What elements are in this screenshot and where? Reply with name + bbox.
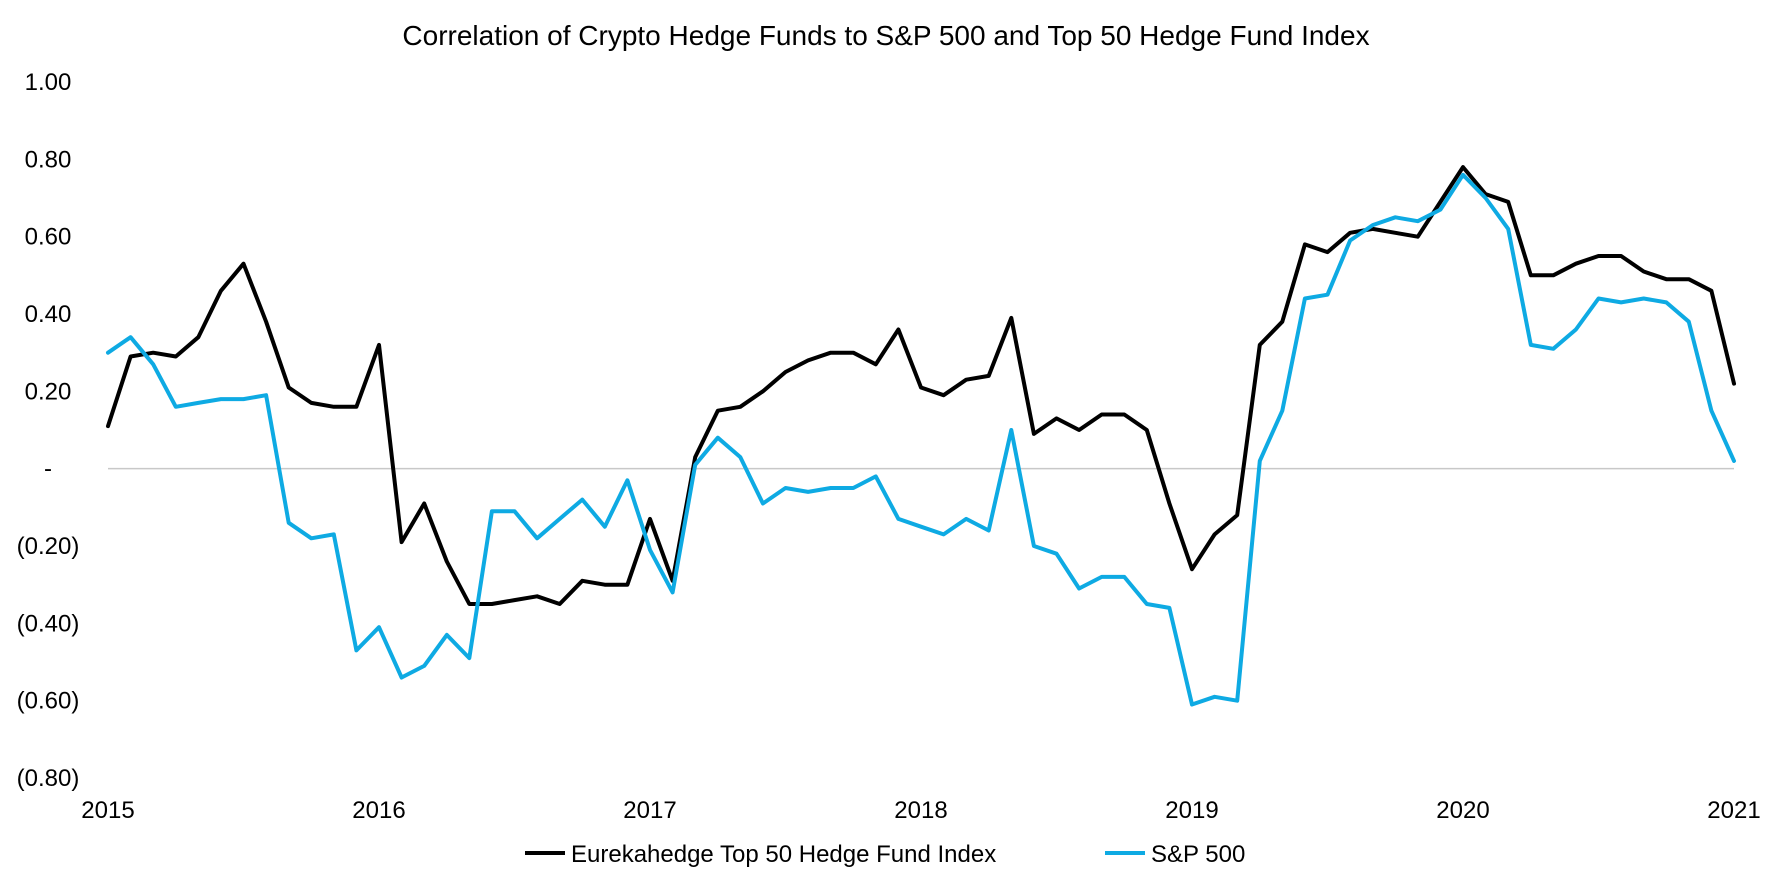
y-tick-label: (0.60) <box>17 688 80 715</box>
series-lines <box>106 165 1736 707</box>
x-axis-ticks: 2015 2016 2017 2018 2019 2020 2021 <box>81 797 1760 824</box>
legend-label: S&P 500 <box>1151 841 1245 868</box>
x-tick-label: 2015 <box>81 797 134 824</box>
x-tick-label: 2019 <box>1165 797 1218 824</box>
x-tick-label: 2020 <box>1436 797 1489 824</box>
y-tick-label: (0.20) <box>17 533 80 560</box>
y-tick-label: 0.60 <box>25 224 72 251</box>
legend-label: Eurekahedge Top 50 Hedge Fund Index <box>571 841 996 868</box>
y-tick-label: 0.40 <box>25 301 72 328</box>
y-tick-label: - <box>44 456 52 483</box>
y-axis-ticks: 1.00 0.80 0.60 0.40 0.20 - (0.20) (0.40) (0.60) (… <box>17 69 80 792</box>
y-tick-label: 0.20 <box>25 378 72 405</box>
x-tick-label: 2016 <box>352 797 405 824</box>
y-tick-label: 1.00 <box>25 69 72 96</box>
series-line-sp500 <box>106 172 1736 707</box>
y-tick-label: (0.40) <box>17 610 80 637</box>
y-tick-label: (0.80) <box>17 765 80 792</box>
x-tick-label: 2017 <box>623 797 676 824</box>
chart-legend: Eurekahedge Top 50 Hedge Fund Index S&P 5… <box>525 841 1245 868</box>
x-tick-label: 2021 <box>1707 797 1760 824</box>
chart-title: Correlation of Crypto Hedge Funds to S&P… <box>402 20 1369 51</box>
series-line-eurekahedge <box>106 165 1736 606</box>
x-tick-label: 2018 <box>894 797 947 824</box>
y-tick-label: 0.80 <box>25 146 72 173</box>
